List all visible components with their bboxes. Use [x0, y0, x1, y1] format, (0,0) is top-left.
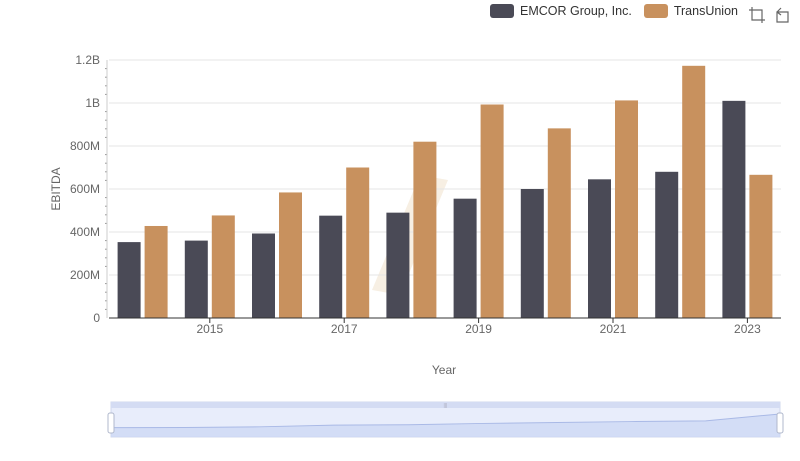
zoom-icon[interactable] — [748, 6, 766, 24]
legend-item-transunion[interactable]: TransUnion — [643, 4, 738, 18]
bar-emcor-2014[interactable] — [117, 242, 141, 318]
bar-transunion-2018[interactable] — [413, 141, 437, 318]
bar-emcor-2022[interactable] — [655, 171, 679, 318]
bar-emcor-2015[interactable] — [184, 240, 208, 318]
y-axis-label: EBITDA — [49, 167, 63, 210]
data-zoom-slider[interactable]: ||| — [107, 401, 784, 438]
slider-handle-left[interactable] — [107, 412, 115, 434]
slider-preview-area — [111, 413, 780, 437]
x-axis-label: Year — [432, 363, 456, 377]
axes: 0 200M 400M 600M 800M 1B 1.2B 2015 2017 2019 2021 2… — [70, 53, 781, 336]
bar-transunion-2022[interactable] — [682, 65, 706, 319]
legend-label-transunion: TransUnion — [673, 4, 738, 18]
bar-transunion-2015[interactable] — [211, 215, 235, 318]
bar-transunion-2019[interactable] — [480, 104, 504, 318]
y-tick-label: 1B — [85, 96, 100, 110]
bar-emcor-2016[interactable] — [252, 233, 275, 318]
watermark — [372, 175, 448, 295]
x-tick-label: 2023 — [734, 322, 761, 336]
slider-preview-line — [110, 413, 781, 429]
slider-handle-right[interactable] — [776, 412, 784, 434]
bar-emcor-2019[interactable] — [453, 198, 477, 318]
bar-emcor-2017[interactable] — [319, 215, 343, 318]
slider-top-bar[interactable] — [111, 402, 780, 408]
bar-transunion-2017[interactable] — [346, 167, 370, 319]
toolbox — [748, 6, 792, 24]
y-tick-label: 1.2B — [75, 53, 100, 67]
bar-emcor-2020[interactable] — [520, 189, 544, 318]
bar-transunion-2014[interactable] — [144, 225, 168, 318]
watermark-shape — [372, 175, 448, 295]
legend-item-emcor[interactable]: EMCOR Group, Inc. — [490, 4, 632, 18]
y-tick-label: 600M — [70, 182, 100, 196]
bar-emcor-2021[interactable] — [588, 179, 611, 318]
y-tick-label: 200M — [70, 268, 100, 282]
bar-transunion-2016[interactable] — [279, 192, 302, 318]
legend-swatch-emcor — [490, 4, 514, 18]
y-tick-label: 800M — [70, 139, 100, 153]
grid-lines — [109, 59, 781, 276]
restore-icon[interactable] — [774, 6, 792, 24]
legend-label-emcor: EMCOR Group, Inc. — [520, 4, 632, 18]
bar-emcor-2023[interactable] — [722, 100, 746, 318]
bars — [117, 65, 773, 319]
legend: EMCOR Group, Inc. TransUnion — [490, 4, 738, 18]
bar-emcor-2018[interactable] — [386, 212, 410, 318]
x-tick-label: 2019 — [465, 322, 492, 336]
x-tick-label: 2017 — [331, 322, 358, 336]
legend-swatch-transunion — [643, 4, 668, 18]
x-tick-label: 2021 — [600, 322, 627, 336]
y-tick-label: 0 — [93, 311, 100, 325]
bar-transunion-2023[interactable] — [749, 174, 773, 318]
y-tick-label: 400M — [70, 225, 100, 239]
bar-transunion-2020[interactable] — [547, 128, 571, 318]
bar-transunion-2021[interactable] — [615, 100, 638, 318]
slider-grip-icon[interactable]: ||| — [444, 403, 448, 409]
x-tick-label: 2015 — [196, 322, 223, 336]
